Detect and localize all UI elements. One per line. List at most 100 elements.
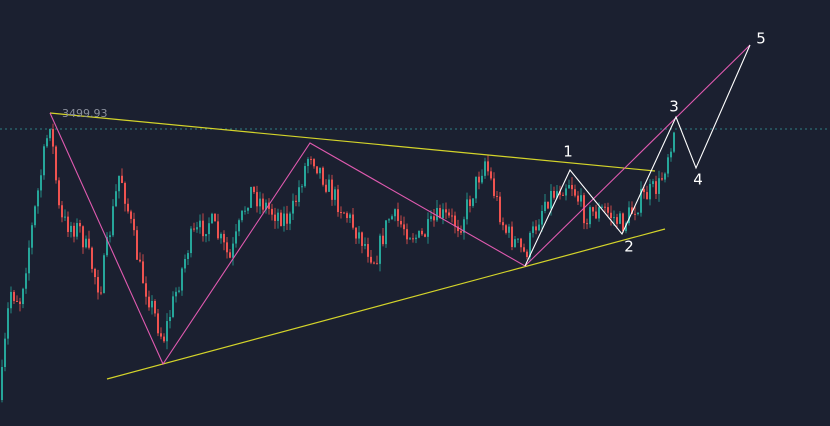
candle-body (154, 300, 156, 314)
wave-label: 5 (756, 30, 766, 48)
candle-body (649, 184, 651, 200)
candle-body (283, 213, 285, 226)
candle-body (121, 175, 123, 184)
candle-body (367, 244, 369, 257)
candle-body (589, 207, 591, 225)
candle-body (523, 247, 525, 252)
candle-body (130, 211, 132, 219)
candle-body (178, 290, 180, 292)
candle-body (337, 189, 339, 213)
candle-body (250, 186, 252, 208)
candle-body (31, 225, 33, 248)
candle-body (406, 229, 408, 240)
candle-body (277, 212, 279, 221)
candle-body (226, 242, 228, 253)
candle-body (232, 243, 234, 258)
candle-body (223, 233, 225, 243)
candle-body (145, 283, 147, 297)
candle-body (460, 231, 462, 233)
candle-body (538, 224, 540, 231)
candle-body (199, 220, 201, 228)
candle-body (103, 255, 105, 293)
candle-body (658, 178, 660, 194)
wave-label: 1 (563, 143, 573, 161)
candle-body (364, 244, 366, 246)
candle-body (235, 231, 237, 244)
candle-body (181, 268, 183, 291)
candle-body (643, 189, 645, 193)
candle-body (442, 209, 444, 219)
candle-body (37, 190, 39, 207)
candle-body (502, 222, 504, 226)
candle-body (376, 263, 378, 265)
candle-body (118, 175, 120, 192)
candle-body (448, 212, 450, 216)
candle-body (553, 190, 555, 198)
candle-body (79, 223, 81, 227)
candle-body (142, 261, 144, 284)
candle-body (616, 217, 618, 224)
candle-body (592, 207, 594, 212)
candle-body (58, 180, 60, 206)
candle-body (493, 178, 495, 196)
candle-body (7, 308, 9, 339)
wave-label: 4 (693, 171, 703, 189)
candle-body (655, 181, 657, 194)
candle-body (40, 175, 42, 191)
candle-body (10, 291, 12, 309)
candle-body (268, 202, 270, 209)
candle-body (253, 186, 255, 193)
candle-body (391, 216, 393, 220)
candle-body (424, 234, 426, 237)
candle-body (472, 198, 474, 206)
candle-body (229, 252, 231, 258)
candle-body (571, 185, 573, 190)
candle-body (97, 277, 99, 293)
candle-body (28, 247, 30, 274)
candle-body (358, 232, 360, 239)
candle-body (466, 199, 468, 220)
candle-body (46, 138, 48, 147)
candle-body (430, 216, 432, 220)
candle-body (19, 301, 21, 305)
candle-body (211, 213, 213, 224)
candle-body (349, 214, 351, 218)
candle-body (370, 256, 372, 263)
candle-body (517, 238, 519, 240)
candle-body (193, 228, 195, 230)
candle-body (124, 183, 126, 204)
candle-body (628, 207, 630, 224)
candle-body (394, 209, 396, 217)
candle-body (604, 206, 606, 208)
candle-body (484, 161, 486, 176)
candle-body (163, 336, 165, 342)
candle-body (112, 206, 114, 236)
candle-body (469, 199, 471, 206)
candle-body (574, 189, 576, 196)
candle-body (160, 333, 162, 337)
candle-body (673, 132, 675, 152)
candle-body (85, 238, 87, 248)
candle-body (175, 291, 177, 297)
candle-body (346, 213, 348, 218)
candle-body (520, 238, 522, 248)
candle-body (244, 210, 246, 212)
candle-body (547, 201, 549, 209)
candlesticks (1, 123, 675, 403)
candle-body (352, 214, 354, 228)
candle-body (388, 219, 390, 221)
candle-body (214, 213, 216, 222)
candle-body (172, 296, 174, 317)
candle-body (640, 189, 642, 213)
candle-body (613, 217, 615, 219)
candle-body (328, 179, 330, 192)
lower-trendline (106, 228, 666, 380)
candle-body (256, 192, 258, 207)
candle-body (565, 188, 567, 196)
candle-body (16, 300, 18, 302)
candle-body (307, 158, 309, 167)
candle-body (412, 238, 414, 240)
candle-body (382, 235, 384, 245)
candle-body (316, 166, 318, 174)
